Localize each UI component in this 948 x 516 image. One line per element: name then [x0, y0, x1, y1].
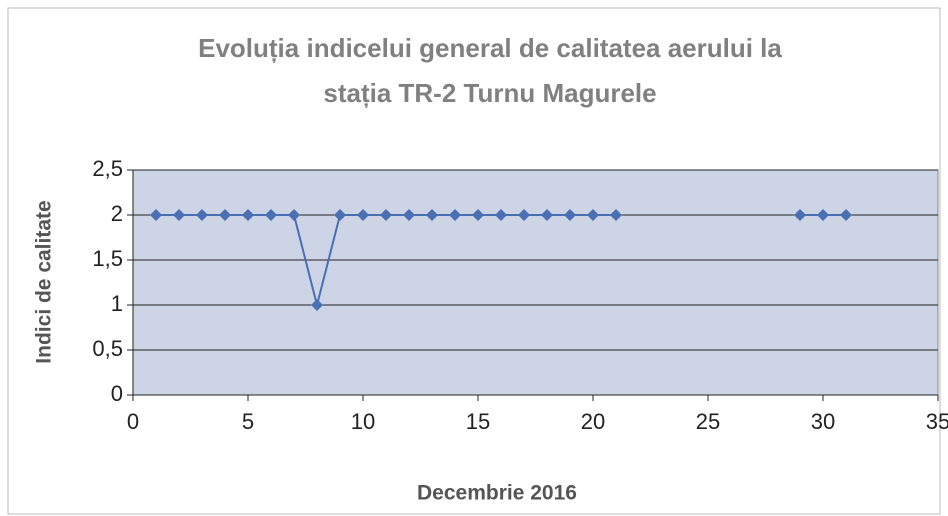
marker [242, 209, 254, 221]
marker [518, 209, 530, 221]
y-axis-label: Indici de calitate [33, 200, 56, 363]
y-tick-label: 2,5 [92, 156, 123, 181]
marker [150, 209, 162, 221]
marker [357, 209, 369, 221]
marker [817, 209, 829, 221]
x-tick-label: 30 [811, 409, 835, 434]
marker [426, 209, 438, 221]
marker [564, 209, 576, 221]
x-tick-label: 10 [351, 409, 375, 434]
x-tick-label: 20 [581, 409, 605, 434]
x-tick-label: 35 [926, 409, 948, 434]
marker [403, 209, 415, 221]
marker [219, 209, 231, 221]
marker [311, 299, 323, 311]
marker [541, 209, 553, 221]
marker [288, 209, 300, 221]
marker [472, 209, 484, 221]
marker [794, 209, 806, 221]
x-tick-label: 15 [466, 409, 490, 434]
marker [840, 209, 852, 221]
marker [265, 209, 277, 221]
y-tick-label: 0 [111, 381, 123, 406]
x-tick-label: 25 [696, 409, 720, 434]
y-tick-label: 0,5 [92, 336, 123, 361]
x-axis-label: Decembrie 2016 [417, 482, 577, 505]
marker [587, 209, 599, 221]
x-tick-label: 0 [127, 409, 139, 434]
marker [495, 209, 507, 221]
marker [449, 209, 461, 221]
y-tick-label: 2 [111, 201, 123, 226]
plot-area [132, 169, 939, 396]
marker [173, 209, 185, 221]
marker [610, 209, 622, 221]
x-tick-label: 5 [242, 409, 254, 434]
marker [196, 209, 208, 221]
marker [380, 209, 392, 221]
chart-title: Evoluția indicelui general de calitatea … [198, 33, 782, 63]
y-tick-label: 1,5 [92, 246, 123, 271]
y-tick-label: 1 [111, 291, 123, 316]
chart-title: stația TR-2 Turnu Magurele [323, 78, 656, 108]
marker [334, 209, 346, 221]
